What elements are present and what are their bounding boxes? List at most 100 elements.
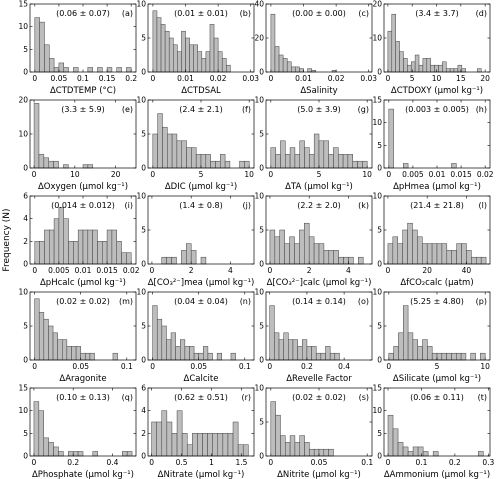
y-tick-label: 0 (141, 356, 146, 365)
stat-annotation: (0.06 ± 0.11) (410, 393, 464, 402)
histogram-bar (57, 339, 63, 361)
histogram-bar (217, 433, 224, 457)
histogram-bar (106, 229, 113, 265)
y-tick-label: 5 (259, 226, 264, 235)
x-tick-label: 0.1 (361, 458, 373, 467)
panel-tag: (j) (243, 201, 251, 210)
histogram-bar (436, 352, 443, 361)
y-tick-label: 0 (259, 68, 264, 77)
histogram-bar (289, 147, 296, 169)
x-tick-label: 10 (70, 170, 80, 179)
x-tick-label: 2 (189, 266, 194, 275)
panel-tag: (n) (240, 297, 251, 306)
histogram-bar (220, 154, 226, 169)
y-tick-label: 10 (136, 96, 146, 105)
x-axis-label: ΔDIC (μmol kg⁻¹) (165, 182, 237, 192)
histogram-bar (205, 51, 211, 73)
histogram-bar (412, 229, 418, 265)
stat-annotation: (0.04 ± 0.04) (174, 297, 228, 306)
y-tick-label: 10 (372, 118, 382, 127)
x-tick-label: 40 (462, 266, 472, 275)
histogram-bar (285, 154, 291, 169)
y-tick-label: 10 (136, 192, 146, 201)
panel-tag: (c) (358, 9, 369, 18)
histogram-bar (222, 433, 229, 457)
x-tick-label: 0 (386, 266, 391, 275)
histogram-bar (451, 250, 457, 265)
y-tick-label: 10 (254, 288, 264, 297)
histogram-panel: 0 0.05 0.1 0 5 10 ΔNitrite (μmol kg⁻¹) (0.02 ± … (254, 384, 373, 479)
y-tick-label: 10 (254, 96, 264, 105)
histogram-bar (307, 68, 312, 73)
panel-tag: (b) (240, 9, 251, 18)
x-tick-label: 0.015 (96, 266, 118, 275)
panel-tag: (s) (359, 393, 369, 402)
x-axis-label: ΔCTDTEMP (°C) (50, 86, 116, 96)
histogram-bar (412, 339, 418, 361)
histogram-bar (215, 160, 221, 169)
histogram-bar (397, 243, 403, 265)
histogram-bar (102, 241, 108, 265)
y-tick-label: 0 (141, 260, 146, 269)
histogram-bar (457, 64, 463, 73)
panel-tag: (a) (122, 9, 133, 18)
x-tick-label: 20 (422, 266, 432, 275)
x-tick-label: 0.1 (415, 458, 427, 467)
y-tick-label: 0 (377, 260, 382, 269)
histogram-bar (209, 24, 215, 73)
histogram-bar (156, 318, 163, 361)
histogram-bar (38, 154, 45, 169)
panel-tag: (e) (122, 105, 133, 114)
histogram-bar (402, 229, 408, 265)
y-tick-label: 6 (141, 384, 146, 393)
histogram-bar (449, 68, 455, 73)
histogram-bar (207, 433, 213, 457)
x-axis-label: ΔCTDOXY (μmol kg⁻¹) (391, 86, 483, 96)
histogram-bar (422, 339, 428, 361)
histogram-bar (85, 352, 91, 361)
histogram-bar (189, 346, 195, 361)
x-tick-label: 15 (456, 74, 466, 83)
histogram-bar (395, 41, 400, 73)
histogram-bar (392, 236, 398, 265)
x-tick-label: 0.005 (48, 266, 70, 275)
histogram-bar (232, 421, 239, 457)
histogram-bar (53, 67, 60, 73)
panel-tag: (i) (125, 201, 133, 210)
histogram-bar (309, 154, 315, 169)
histogram-bar (441, 243, 448, 265)
histogram-bar (181, 250, 187, 265)
x-axis-label: ΔTA (μmol kg⁻¹) (285, 182, 353, 192)
y-tick-label: 2 (141, 429, 146, 438)
y-tick-label: 2 (23, 237, 28, 246)
histogram-bar (181, 140, 187, 169)
x-tick-label: 0 (386, 170, 391, 179)
y-tick-label: 10 (136, 288, 146, 297)
histogram-bar (52, 332, 58, 361)
x-tick-label: 0.15 (99, 74, 116, 83)
histogram-bar (106, 67, 113, 73)
histogram-panel: 0 2 4 0 5 10 Δ[CO₃²⁻]mea (μmol kg⁻¹) (1.4 ± 0.8… (136, 192, 255, 288)
y-tick-label: 10 (18, 406, 28, 415)
histogram-panel: 0 0.005 0.01 0.015 0.02 0 2 4 6 ΔpHcalc (μmol kg⁻… (23, 192, 140, 289)
y-tick-label: 0 (259, 452, 264, 461)
stat-annotation: (0.62 ± 0.51) (174, 393, 228, 402)
x-axis-label: ΔfCO₂calc (μatm) (400, 278, 473, 288)
histogram-panel: 0 0.05 0.1 0 5 10 ΔAragonite (0.02 ± 0.02) (m) (18, 288, 137, 384)
y-tick-label: 5 (259, 130, 264, 139)
histogram-bar (72, 451, 79, 457)
histogram-bar (299, 140, 305, 169)
histogram-bar (80, 352, 86, 361)
histogram-bar (73, 241, 79, 265)
x-tick-label: 10 (432, 74, 442, 83)
y-tick-label: 0 (23, 452, 28, 461)
histogram-bar (77, 229, 84, 265)
x-tick-label: 20 (111, 170, 121, 179)
histogram-bar (189, 44, 194, 73)
histogram-bar (299, 435, 305, 457)
histogram-bar (387, 414, 394, 457)
histogram-bar (294, 243, 300, 265)
y-axis-label: Frequency (N) (2, 208, 12, 271)
histogram-bar (152, 10, 158, 73)
